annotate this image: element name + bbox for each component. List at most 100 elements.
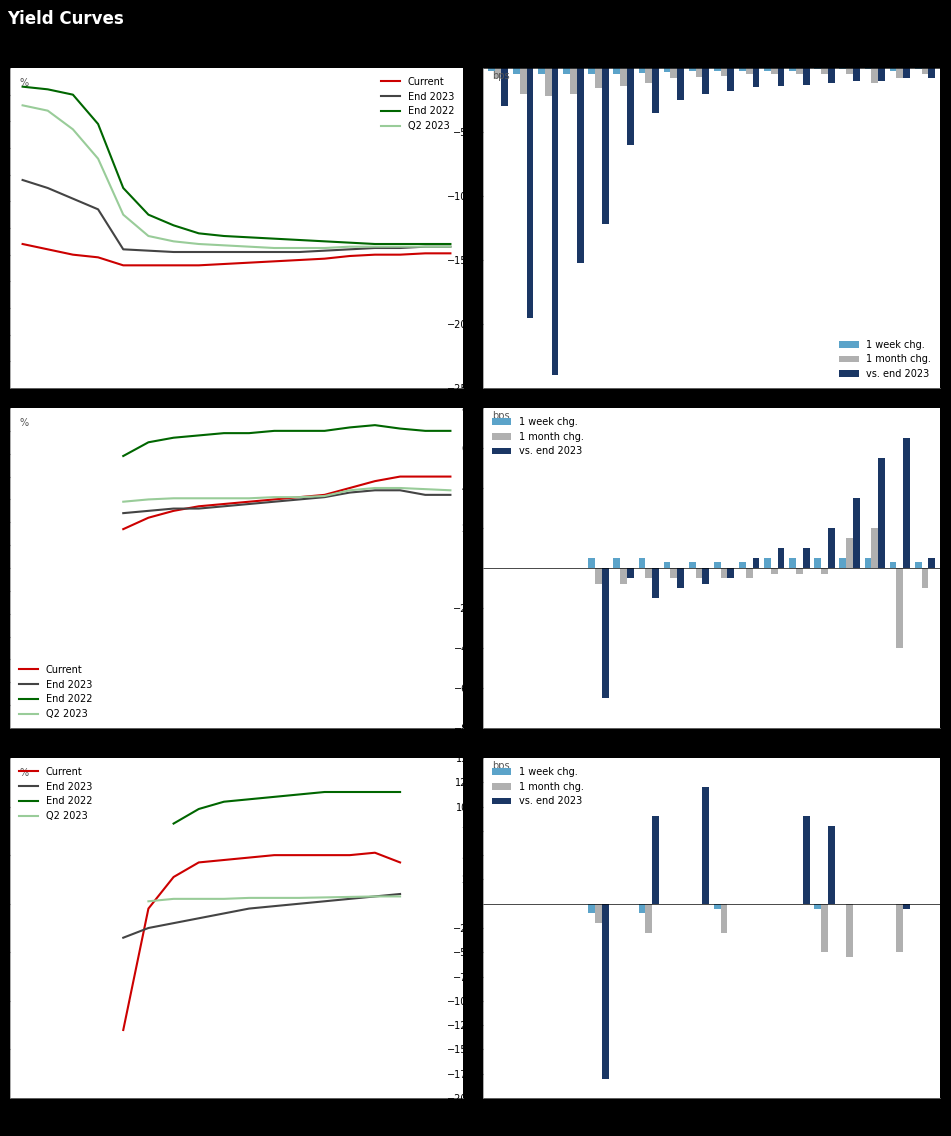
Q2 2023 — [369, 889, 380, 903]
Bar — [677, 568, 684, 588]
Bar — [721, 568, 728, 578]
Q2 2023 — [68, 123, 79, 136]
Bar — [828, 68, 835, 83]
Bar — [897, 568, 903, 648]
Bar — [878, 68, 884, 81]
Bar — [853, 498, 860, 568]
End 2022 — [218, 426, 229, 440]
Q2 2023 — [419, 483, 431, 496]
Bar — [501, 68, 508, 107]
Bar — [814, 558, 821, 568]
End 2023 — [118, 507, 129, 520]
Bar — [803, 68, 809, 85]
Bar — [545, 68, 552, 97]
End 2022 — [445, 424, 456, 437]
Legend: 1 week chg., 1 month chg., vs. end 2023: 1 week chg., 1 month chg., vs. end 2023 — [488, 412, 588, 460]
End 2022 — [118, 181, 129, 194]
Bar — [922, 568, 928, 588]
End 2022 — [168, 431, 180, 444]
Current — [319, 849, 330, 862]
Legend: 1 week chg., 1 month chg., vs. end 2023: 1 week chg., 1 month chg., vs. end 2023 — [488, 763, 588, 810]
Q2 2023 — [344, 484, 356, 498]
Bar — [828, 528, 835, 568]
Line: End 2023: End 2023 — [124, 894, 400, 937]
End 2022 — [218, 795, 229, 809]
End 2022 — [168, 817, 180, 830]
End 2023 — [319, 894, 330, 908]
Bar — [638, 904, 646, 913]
End 2023 — [17, 173, 29, 186]
Current — [294, 849, 305, 862]
End 2022 — [319, 785, 330, 799]
Bar — [620, 568, 627, 584]
End 2023 — [369, 241, 380, 254]
Bar — [646, 68, 652, 83]
End 2022 — [344, 420, 356, 434]
Bar — [728, 68, 734, 91]
Bar — [589, 68, 595, 74]
Bar — [846, 904, 853, 958]
Bar — [613, 68, 620, 74]
Bar — [752, 68, 759, 87]
Title: Chile:  Fixed x Camara Swap Curve Moves: Chile: Fixed x Camara Swap Curve Moves — [565, 51, 859, 64]
Current — [193, 500, 204, 513]
Current — [193, 259, 204, 273]
Bar — [602, 68, 609, 224]
Bar — [821, 904, 828, 952]
Current — [319, 488, 330, 502]
Current — [395, 855, 406, 869]
Bar — [846, 538, 853, 568]
Bar — [771, 68, 778, 74]
End 2023 — [294, 897, 305, 911]
Bar — [903, 68, 910, 78]
Title: Colombia:  Coltes Curve Moves: Colombia: Coltes Curve Moves — [603, 391, 820, 404]
Bar — [878, 458, 884, 568]
End 2022 — [193, 802, 204, 816]
Bar — [589, 558, 595, 568]
Q2 2023 — [193, 237, 204, 251]
Current — [268, 254, 280, 268]
Current — [17, 237, 29, 251]
Q2 2023 — [218, 239, 229, 252]
End 2023 — [218, 500, 229, 513]
Bar — [764, 558, 771, 568]
Text: bps: bps — [492, 411, 510, 421]
Bar — [602, 568, 609, 698]
Bar — [821, 568, 828, 574]
End 2022 — [218, 229, 229, 243]
Bar — [889, 562, 897, 568]
End 2022 — [395, 421, 406, 435]
End 2022 — [319, 234, 330, 248]
Bar — [897, 904, 903, 952]
End 2022 — [344, 236, 356, 250]
End 2022 — [243, 231, 255, 244]
Line: End 2023: End 2023 — [23, 179, 451, 252]
Current — [218, 853, 229, 867]
Bar — [814, 904, 821, 909]
End 2022 — [268, 232, 280, 245]
Bar — [703, 568, 709, 584]
End 2023 — [92, 202, 104, 216]
Current — [369, 248, 380, 261]
Current — [344, 849, 356, 862]
Text: Sources: Scotiabank Economics, Bloomberg.: Sources: Scotiabank Economics, Bloomberg… — [483, 440, 684, 449]
Bar — [589, 904, 595, 913]
Q2 2023 — [118, 495, 129, 509]
End 2023 — [68, 192, 79, 206]
Current — [42, 242, 53, 256]
End 2022 — [168, 218, 180, 232]
Bar — [721, 904, 728, 933]
Current — [369, 475, 380, 488]
Q2 2023 — [42, 103, 53, 117]
End 2022 — [268, 424, 280, 437]
End 2022 — [118, 449, 129, 462]
Q2 2023 — [369, 240, 380, 253]
End 2022 — [445, 237, 456, 251]
Bar — [796, 68, 803, 74]
Current — [445, 247, 456, 260]
Bar — [595, 68, 602, 89]
End 2023 — [168, 502, 180, 516]
Bar — [627, 68, 633, 144]
Bar — [728, 568, 734, 578]
End 2023 — [168, 917, 180, 930]
